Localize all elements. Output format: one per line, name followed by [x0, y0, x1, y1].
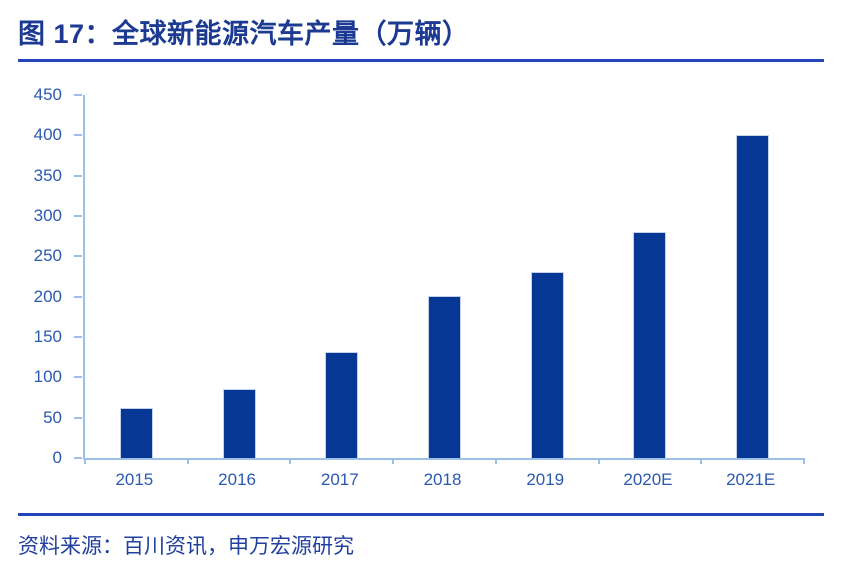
- y-tick-mark: [74, 94, 82, 96]
- bar-chart: 0 50 100 150 200 250 300 350 400 450 2015 2016 2017…: [0, 80, 842, 500]
- bar-2018: [428, 295, 462, 458]
- y-tick-label-250: 250: [33, 246, 62, 266]
- x-tick-mark: [392, 458, 395, 464]
- bar-2017: [325, 352, 359, 458]
- x-axis-label-2021E: 2021E: [726, 470, 776, 489]
- y-tick-label-0: 0: [52, 448, 62, 467]
- bar-2016: [222, 388, 256, 458]
- x-tick-mark: [84, 458, 86, 464]
- figure-title: 图 17：全球新能源汽车产量（万辆）: [18, 19, 470, 49]
- bar-slot-2021E: [701, 95, 804, 458]
- source-note: 资料来源：百川资讯，申万宏源研究: [18, 535, 354, 558]
- x-tick-mark: [803, 458, 805, 464]
- bar-slot-2016: [188, 95, 291, 458]
- y-tick-label-450: 450: [33, 85, 62, 104]
- plot-area: [83, 95, 805, 464]
- y-tick-label-200: 200: [33, 286, 62, 306]
- bar-slot-2020E: [599, 95, 702, 458]
- x-axis-label-2016: 2016: [218, 470, 256, 489]
- bar-2015: [119, 408, 153, 458]
- x-tick-mark: [186, 458, 189, 464]
- y-tick-mark: [74, 295, 82, 298]
- y-tick-mark: [74, 174, 82, 177]
- x-axis-labels: 2015 2016 2017 2018 2019 2020E 2021E: [83, 470, 802, 490]
- y-tick-label-100: 100: [33, 367, 62, 387]
- y-tick-mark: [74, 134, 82, 137]
- y-tick-mark: [74, 255, 82, 258]
- bar-slot-2018: [393, 95, 496, 458]
- bar-2019: [530, 272, 564, 458]
- y-tick-label-350: 350: [33, 165, 62, 185]
- x-axis-label-2017: 2017: [320, 470, 359, 489]
- x-axis-label-2018: 2018: [423, 470, 462, 489]
- y-tick-mark: [74, 457, 82, 459]
- y-tick-mark: [74, 416, 82, 419]
- x-tick-mark: [289, 458, 292, 464]
- bars-group: [85, 95, 804, 458]
- y-tick-mark: [74, 376, 82, 379]
- y-tick-mark: [74, 215, 82, 217]
- title-underline: [18, 59, 824, 62]
- y-tick-label-50: 50: [43, 407, 62, 427]
- x-tick-mark: [597, 458, 600, 464]
- x-tick-mark: [700, 458, 703, 464]
- y-tick-mark: [74, 336, 82, 338]
- y-tick-label-300: 300: [33, 206, 62, 225]
- bar-2021E: [736, 135, 770, 458]
- bar-slot-2017: [290, 95, 393, 458]
- x-axis-label-2015: 2015: [115, 470, 154, 489]
- x-axis-label-2020E: 2020E: [623, 470, 673, 489]
- bar-2020E: [633, 232, 667, 458]
- footer-rule: [18, 513, 824, 516]
- y-tick-label-150: 150: [33, 327, 62, 346]
- x-tick-mark: [494, 458, 497, 464]
- x-axis-label-2019: 2019: [526, 470, 565, 489]
- bar-slot-2019: [496, 95, 599, 458]
- bar-slot-2015: [85, 95, 188, 458]
- y-tick-label-400: 400: [33, 125, 62, 145]
